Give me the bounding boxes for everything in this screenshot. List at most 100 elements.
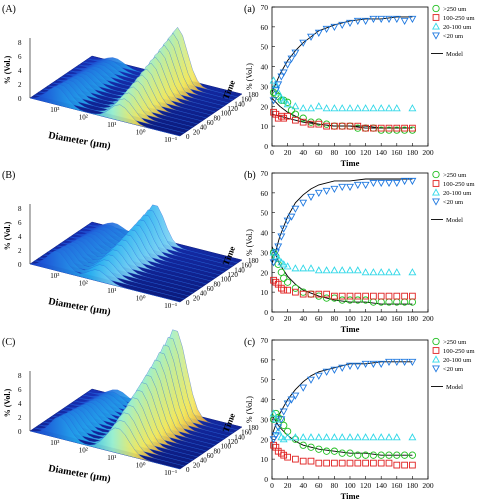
data-point [269,409,278,417]
z-tick-label: 0 [18,428,22,436]
data-point [322,187,331,195]
data-point [346,266,354,274]
data-point [315,120,323,128]
data-point [369,179,378,188]
y-tick-label: 20 [261,435,269,444]
legend-label: <20 um [443,33,463,40]
data-point [369,451,378,459]
data-point [291,433,300,441]
data-point [323,459,330,467]
t-tick-label: 60 [207,119,215,127]
x-tick-label: 10¹ [107,121,116,129]
data-point [354,296,362,304]
data-point [283,100,292,108]
data-point [346,296,354,304]
data-point [291,205,300,213]
t-tick-label: 160 [241,262,252,270]
data-point [272,443,280,451]
data-point [408,15,417,24]
x-tick-label: 10² [79,446,88,454]
data-point [361,181,370,190]
data-point [370,124,377,132]
data-point [393,461,401,469]
panel-label-left: (C) [2,337,15,348]
data-point [314,266,323,274]
x-tick-label: 10² [79,279,88,287]
data-point [314,29,323,37]
data-point [299,457,307,465]
data-point [361,296,370,304]
data-point [377,179,386,188]
t-tick-label: 0 [186,466,190,474]
x-tick-label: 180 [407,481,419,490]
data-point [330,23,339,31]
x-tick-label: 200 [422,314,434,323]
legend-model-label: Model [446,217,463,224]
y-tick-label: 30 [261,415,269,424]
x-tick-label: 20 [284,481,292,490]
surface-slice [34,248,185,300]
data-point [287,213,296,221]
x-tick-label: 200 [422,148,434,157]
data-point [291,392,300,400]
legend-marker [432,170,440,179]
data-point [330,185,339,194]
t-tick-label: 20 [193,461,201,469]
legend-marker [432,188,440,196]
z-tick-label: 8 [18,39,22,47]
y-tick-label: 60 [261,356,269,365]
data-point [299,433,308,441]
data-point [314,372,323,380]
legend-label: 100-250 um [443,15,475,22]
data-point [392,15,401,24]
data-point [369,104,378,112]
data-point [392,433,401,441]
legend-marker [432,347,440,354]
x-tick-label: 40 [299,481,307,490]
y-tick-label: 40 [261,63,269,72]
data-point [280,451,288,459]
t-tick-label: 180 [248,91,259,99]
x-axis-label: Time [341,158,360,168]
t-tick-label: 120 [227,105,238,113]
data-point [385,104,393,112]
data-point [361,268,370,276]
data-point [362,292,369,300]
data-point [271,80,280,88]
t-tick-label: 180 [248,424,259,432]
data-point [346,19,354,28]
x-tick-label: 20 [284,148,292,157]
row-a: (A) 0 2 4 6 8 % (Vol.) 10³ 10² 10¹ 10⁰ 10⁻¹ Diameter… [2,3,475,168]
data-point [400,358,409,366]
data-point [277,73,286,81]
data-point [314,102,323,110]
data-point [377,292,385,300]
data-point [307,290,315,298]
x-tick-label: 40 [299,148,307,157]
data-point [291,264,300,272]
data-point [322,25,331,33]
data-point [400,451,409,459]
data-point [283,433,292,441]
t-tick-label: 180 [248,257,259,265]
x-tick-label: 80 [331,481,339,490]
data-point [307,457,315,465]
data-point [354,122,362,130]
t-tick-label: 60 [207,452,215,460]
x-tick-label: 0 [270,481,274,490]
data-point [274,254,283,262]
y-tick-label: 60 [261,23,269,32]
x-tick-label: 160 [391,314,403,323]
data-point [361,360,370,368]
x-tick-label: 100 [344,148,356,157]
z-axis-label: % (Vol.) [3,55,12,84]
model-curve [271,16,413,93]
data-point [338,364,347,372]
data-point [400,177,409,186]
z-axis-label: % (Vol.) [3,221,12,250]
data-point [353,266,362,274]
data-point [393,451,401,459]
t-tick-label: 0 [186,133,190,141]
data-point [322,120,331,128]
data-point [287,55,296,63]
